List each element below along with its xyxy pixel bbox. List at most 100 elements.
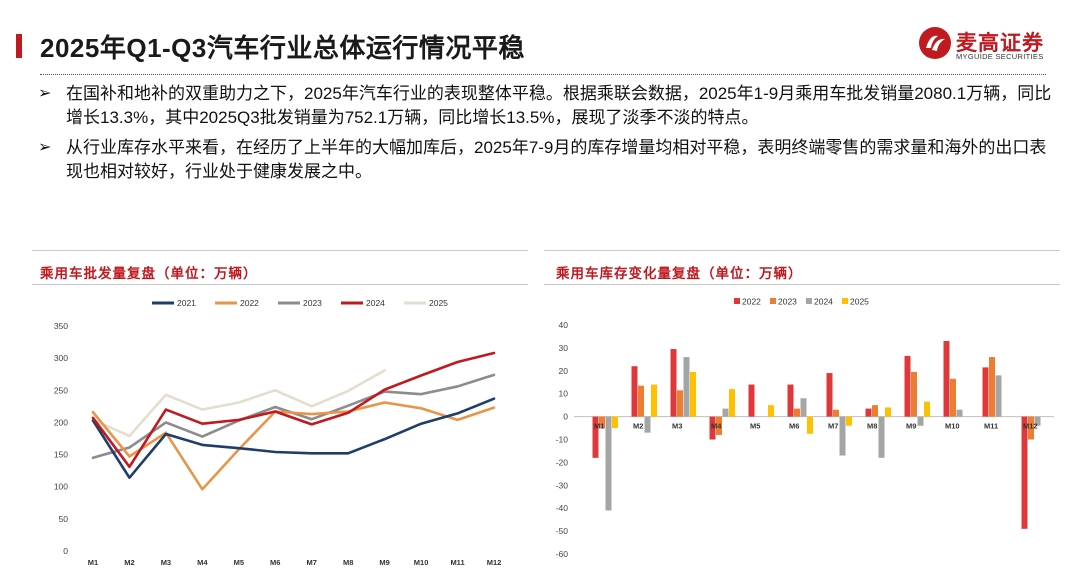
line-chart-title: 乘用车批发量复盘（单位：万辆） — [40, 266, 258, 281]
x-tick-label: M9 — [906, 422, 916, 431]
bullet-arrow-icon: ➢ — [38, 139, 52, 156]
y-tick-label: -50 — [556, 526, 569, 536]
bar-2025-M1 — [612, 416, 618, 429]
series-line-2025 — [91, 369, 386, 438]
bar-2024-M10 — [956, 409, 963, 417]
x-tick-label: M9 — [379, 558, 389, 567]
x-tick-label: M3 — [161, 558, 171, 567]
x-tick-label: M5 — [750, 422, 760, 431]
line-chart: 2021 2022 2023 2024 2025 0 50 100 150 200 250 300 35… — [54, 298, 501, 567]
right-panel-title-rule — [544, 284, 1060, 285]
x-tick-label: M2 — [124, 558, 134, 567]
y-tick-label: 50 — [59, 514, 69, 524]
bar-2022-M6 — [787, 384, 794, 417]
y-tick-label: -60 — [556, 549, 569, 559]
bar-2024-M2 — [644, 416, 651, 433]
x-tick-label: M4 — [197, 558, 208, 567]
bar-2023-M4 — [716, 416, 722, 435]
bullet-list: ➢ 在国补和地补的双重助力之下，2025年汽车行业的表现整体平稳。根据乘联会数据… — [38, 82, 1058, 190]
x-tick-label: M11 — [984, 422, 998, 431]
bar-2025-M9 — [924, 401, 930, 417]
x-tick-label: M5 — [234, 558, 244, 567]
bar-2022-M11 — [982, 367, 989, 417]
bar-2022-M8 — [865, 408, 872, 417]
y-tick-label: 100 — [54, 482, 68, 492]
legend-label: 2025 — [850, 297, 869, 307]
x-tick-label: M4 — [711, 422, 722, 431]
bar-2022-M7 — [826, 373, 833, 417]
legend-label: 2023 — [303, 298, 322, 308]
x-tick-label: M10 — [945, 422, 960, 431]
series-line-2021 — [91, 397, 496, 480]
legend-swatch — [770, 298, 776, 304]
bar-2022-M2 — [631, 366, 638, 417]
bar-2025-M4 — [729, 389, 735, 417]
y-tick-label: 0 — [63, 546, 68, 556]
bar-chart: 2022 2023 2024 2025 -60 -50 -40 -30 -20 -10 0 10 20 3… — [556, 297, 1054, 559]
left-panel-top-rule — [32, 250, 528, 251]
x-tick-label: M1 — [88, 558, 98, 567]
y-tick-label: -20 — [556, 457, 569, 467]
bar-2022-M5 — [748, 384, 755, 417]
bar-chart-title: 乘用车库存变化量复盘（单位：万辆） — [556, 266, 803, 281]
x-tick-label: M8 — [343, 558, 353, 567]
x-tick-label: M8 — [867, 422, 877, 431]
x-tick-label: M7 — [828, 422, 838, 431]
y-tick-label: 350 — [54, 321, 68, 331]
x-tick-label: M3 — [672, 422, 682, 431]
legend-label: 2024 — [366, 298, 385, 308]
bar-2023-M6 — [794, 408, 800, 417]
bar-2025-M3 — [690, 371, 696, 417]
x-tick-label: M6 — [270, 558, 280, 567]
bar-2023-M12 — [1028, 416, 1034, 440]
bar-2025-M5 — [768, 405, 774, 417]
x-tick-label: M1 — [594, 422, 604, 431]
x-tick-label: M12 — [1023, 422, 1038, 431]
bar-2025-M7 — [846, 416, 852, 426]
bar-2024-M9 — [917, 416, 924, 426]
brand-logo: 麦高证券 MYGUIDE SECURITIES — [918, 24, 1058, 64]
legend-label: 2022 — [240, 298, 259, 308]
logo-subtitle: MYGUIDE SECURITIES — [956, 52, 1044, 61]
bar-2024-M11 — [995, 375, 1002, 417]
bar-2024-M8 — [878, 416, 885, 458]
x-tick-label: M6 — [789, 422, 799, 431]
logo-name: 麦高证券 — [956, 32, 1044, 55]
header-divider — [40, 74, 1046, 75]
series-line-2022 — [91, 401, 496, 491]
legend-swatch — [842, 298, 848, 304]
legend-label: 2022 — [742, 297, 761, 307]
y-tick-label: 20 — [559, 366, 569, 376]
title-accent-bar — [16, 34, 22, 58]
bar-2025-M2 — [651, 384, 657, 417]
y-tick-label: 150 — [54, 450, 68, 460]
bullet-arrow-icon: ➢ — [38, 85, 52, 102]
bar-2024-M7 — [839, 416, 846, 456]
bar-2023-M3 — [677, 390, 683, 417]
bar-2023-M2 — [638, 385, 644, 417]
x-tick-label: M10 — [414, 558, 429, 567]
bar-2022-M3 — [670, 349, 677, 417]
legend-swatch — [734, 298, 740, 304]
bar-2023-M11 — [989, 357, 995, 417]
y-tick-label: -10 — [556, 435, 569, 445]
bar-2025-M6 — [807, 416, 813, 434]
bar-2023-M10 — [950, 378, 956, 417]
y-tick-label: 250 — [54, 385, 68, 395]
y-tick-label: 300 — [54, 353, 68, 363]
right-panel-top-rule — [544, 250, 1060, 251]
series-line-2023 — [91, 373, 496, 460]
y-tick-label: 30 — [559, 343, 569, 353]
x-tick-label: M7 — [307, 558, 317, 567]
bar-2022-M10 — [943, 341, 950, 417]
x-tick-label: M2 — [633, 422, 643, 431]
bullet-text: 从行业库存水平来看，在经历了上半年的大幅加库后，2025年7-9月的库存增量均相… — [66, 138, 1047, 181]
bar-2023-M8 — [872, 405, 878, 417]
bar-2024-M4 — [722, 408, 729, 417]
page-title: 2025年Q1-Q3汽车行业总体运行情况平稳 — [40, 33, 525, 63]
y-tick-label: 200 — [54, 417, 68, 427]
y-tick-label: -40 — [556, 503, 569, 513]
bar-2022-M1 — [592, 416, 599, 458]
bar-2023-M9 — [911, 371, 917, 417]
x-tick-label: M11 — [450, 558, 464, 567]
